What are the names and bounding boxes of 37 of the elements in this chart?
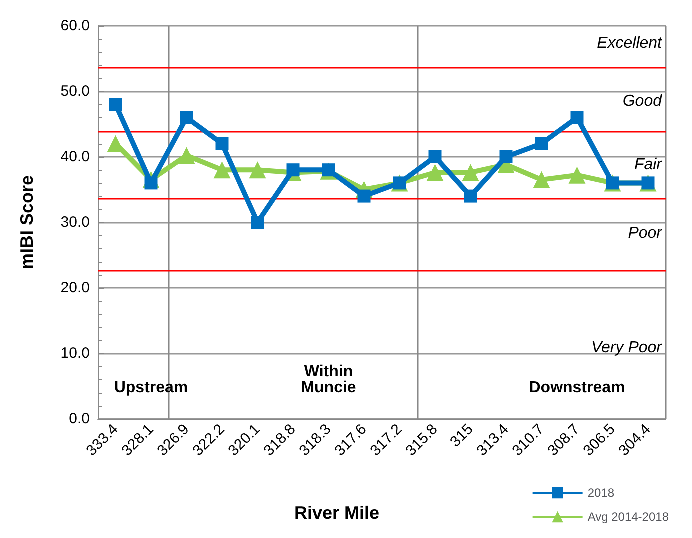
point <box>214 162 231 179</box>
annotation: Very Poor <box>591 340 663 357</box>
point <box>109 98 122 112</box>
annotation: Poor <box>628 225 663 242</box>
y-axis-title: mIBI Score <box>17 175 37 270</box>
annotation: Within Muncie <box>301 364 356 397</box>
point <box>500 150 513 164</box>
point <box>462 164 480 182</box>
point <box>568 166 586 184</box>
point <box>535 137 548 150</box>
point <box>251 216 264 229</box>
y-tick-label: 40.0 <box>60 148 90 166</box>
point <box>286 164 300 177</box>
y-tick-label: 0.0 <box>69 410 90 428</box>
annotation: Downstream <box>529 380 626 397</box>
point <box>570 111 584 124</box>
annotation: Excellent <box>597 35 663 52</box>
legend-label: 2018 <box>588 486 615 500</box>
point <box>426 164 444 182</box>
y-tick-label: 50.0 <box>60 83 90 100</box>
annotation: Good <box>622 92 664 110</box>
point <box>216 137 229 150</box>
point <box>464 190 478 203</box>
x-axis-title: River Mile <box>294 503 380 523</box>
x-tick-label: 315 <box>447 420 477 451</box>
y-tick-label: 20.0 <box>60 280 90 296</box>
point <box>180 111 194 124</box>
point <box>178 147 196 164</box>
y-tick-label: 10.0 <box>60 345 90 362</box>
annotation: Upstream <box>114 380 188 397</box>
legend-label: Avg 2014-2018 <box>588 510 670 524</box>
point <box>249 162 266 179</box>
y-tick-label: 60.0 <box>60 18 90 34</box>
y-tick-label: 30.0 <box>60 214 90 231</box>
point <box>428 150 442 164</box>
annotation: Fair <box>634 156 663 174</box>
point <box>533 171 550 188</box>
